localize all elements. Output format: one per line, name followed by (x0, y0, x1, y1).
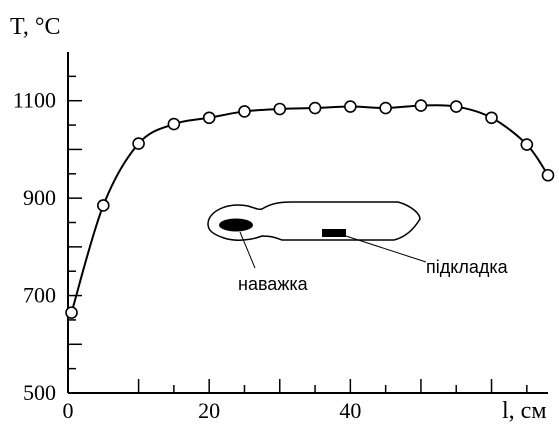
apparatus-inset: наважка підкладка (207, 201, 509, 294)
data-point (308, 101, 322, 115)
sample-leader-line (239, 231, 256, 269)
ticks (68, 75, 528, 393)
data-point (379, 101, 392, 115)
y-tick-label: 1100 (13, 88, 56, 113)
data-point (167, 117, 181, 131)
substrate-label: підкладка (426, 257, 509, 277)
series-line (70, 104, 549, 313)
axes (67, 52, 548, 394)
data-point (344, 100, 357, 113)
data-point (132, 137, 145, 150)
data-point (541, 168, 555, 182)
substrate (322, 229, 346, 237)
sample-label: наважка (238, 274, 309, 294)
data-point (449, 100, 463, 113)
data-point (520, 138, 534, 151)
data-point (238, 105, 251, 118)
y-tick-label: 900 (23, 185, 56, 210)
data-point (96, 199, 110, 212)
sample-boat (219, 218, 253, 232)
data-point (414, 99, 428, 112)
reactor-tube-outline (207, 201, 421, 241)
data-point (202, 111, 216, 125)
y-tick-label: 500 (23, 380, 56, 405)
y-tick-label: 700 (23, 283, 56, 308)
data-point (273, 102, 287, 116)
series-layer (65, 99, 555, 319)
tick-labels: 0 20 40 500 700 900 1100 (13, 88, 362, 423)
x-tick-label: 40 (339, 398, 361, 423)
x-tick-label: 20 (198, 398, 220, 423)
data-point (65, 306, 78, 319)
x-axis-title: l, см (502, 398, 547, 424)
y-axis-title: T, °C (10, 14, 60, 40)
substrate-leader-line (345, 235, 427, 263)
data-point (485, 111, 498, 125)
x-tick-label: 0 (63, 398, 74, 423)
